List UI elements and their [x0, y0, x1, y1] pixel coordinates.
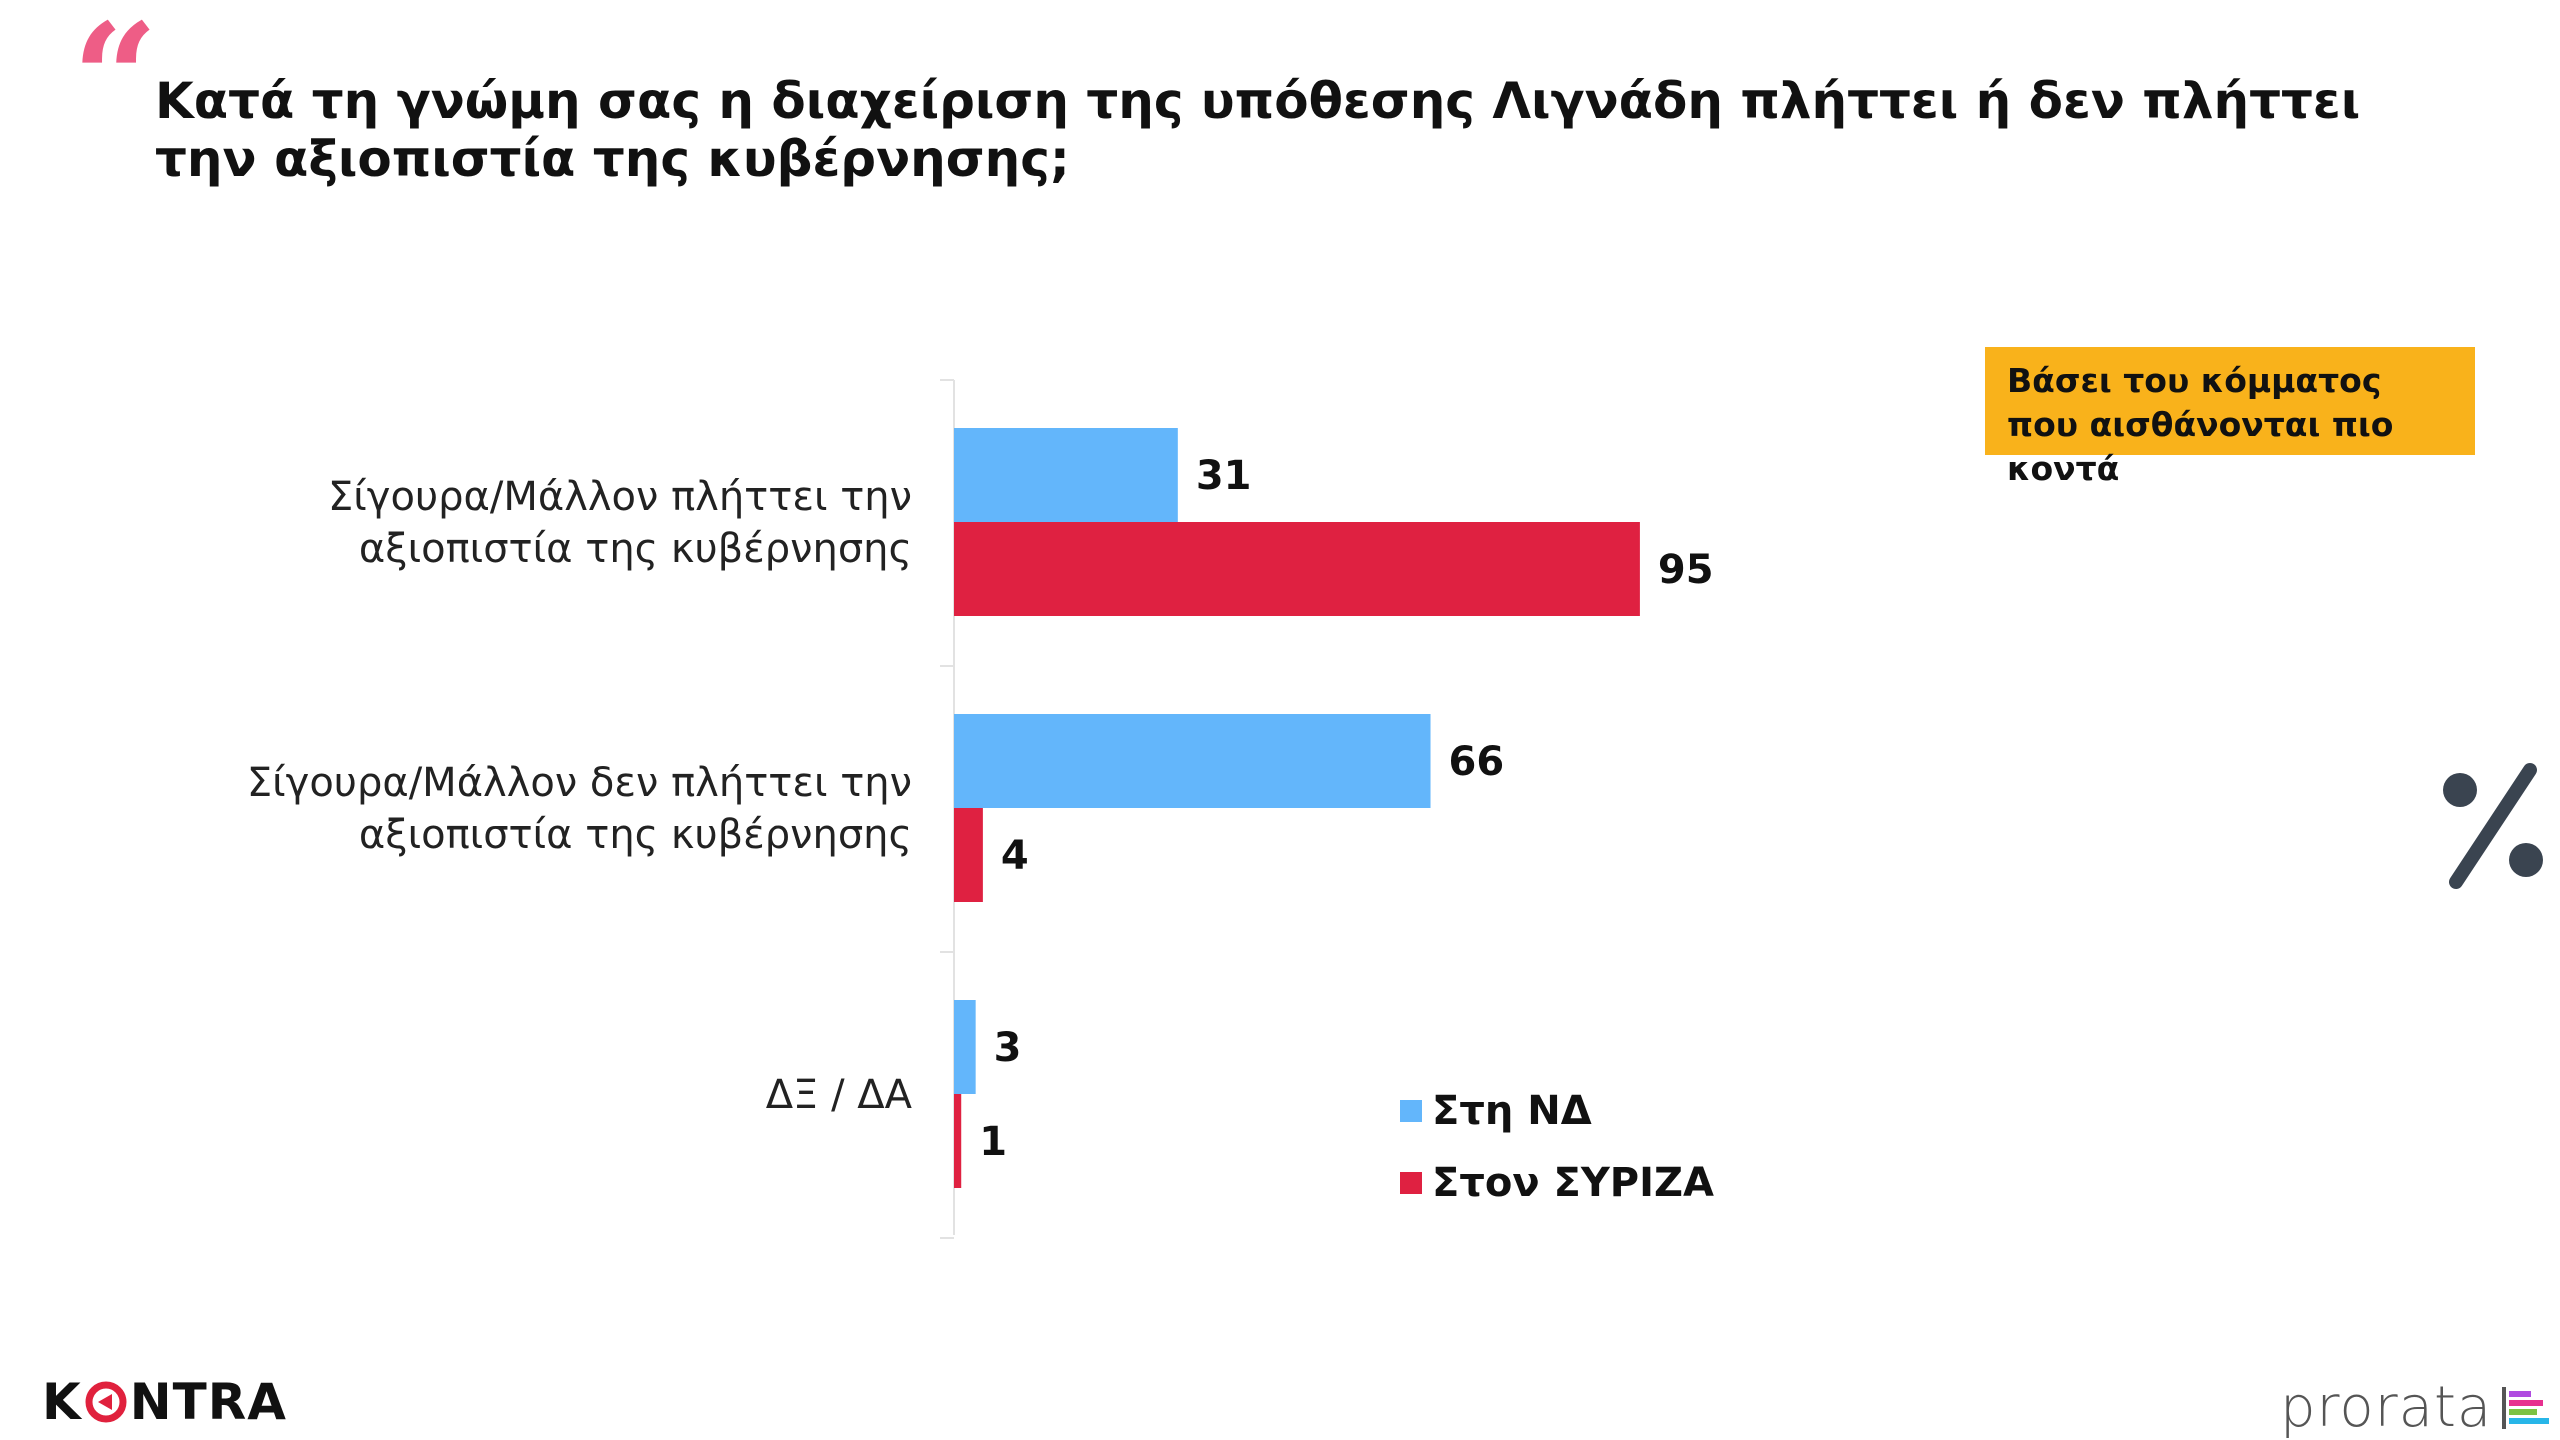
legend-swatch-syriza: [1400, 1172, 1422, 1194]
bar: [954, 1094, 962, 1188]
kontra-logo-mark: [85, 1381, 127, 1423]
prorata-logo-mark: [2502, 1386, 2550, 1429]
category-label: αξιοπιστία της κυβέρνησης: [359, 526, 912, 572]
category-label: ΔΞ / ΔΑ: [766, 1072, 913, 1118]
bar: [954, 428, 1178, 522]
category-label: Σίγουρα/Μάλλον δεν πλήττει την: [247, 760, 912, 806]
legend-item-syriza: Στον ΣΥΡΙΖΑ: [1400, 1147, 1714, 1219]
legend-label-nd: Στη ΝΔ: [1432, 1088, 1592, 1134]
category-label: Σίγουρα/Μάλλον πλήττει την: [328, 474, 912, 520]
bar: [954, 1000, 976, 1094]
data-label: 1: [979, 1119, 1007, 1165]
data-label: 4: [1001, 833, 1029, 879]
data-label: 3: [994, 1025, 1022, 1071]
legend: Στη ΝΔ Στον ΣΥΡΙΖΑ: [1400, 1075, 1714, 1219]
quote-icon: “: [72, 0, 159, 167]
legend-label-syriza: Στον ΣΥΡΙΖΑ: [1432, 1160, 1714, 1206]
prorata-logo: prorata: [2280, 1375, 2550, 1440]
kontra-logo-rest: NTRA: [129, 1373, 287, 1431]
filter-badge: Βάσει του κόμματος που αισθάνονται πιο κ…: [1985, 347, 2475, 488]
bar: [954, 808, 983, 902]
bar: [954, 714, 1431, 808]
bar: [954, 522, 1640, 616]
kontra-logo: K NTRA: [42, 1373, 287, 1431]
legend-item-nd: Στη ΝΔ: [1400, 1075, 1714, 1147]
data-label: 66: [1449, 739, 1505, 785]
data-label: 31: [1196, 453, 1252, 499]
legend-swatch-nd: [1400, 1100, 1422, 1122]
category-label: αξιοπιστία της κυβέρνησης: [359, 812, 912, 858]
kontra-logo-k: K: [42, 1373, 82, 1431]
prorata-logo-text: prorata: [2280, 1375, 2493, 1440]
percent-icon: [2443, 763, 2543, 889]
data-label: 95: [1658, 547, 1714, 593]
chart-title: Κατά τη γνώμη σας η διαχείριση της υπόθε…: [155, 72, 2361, 188]
